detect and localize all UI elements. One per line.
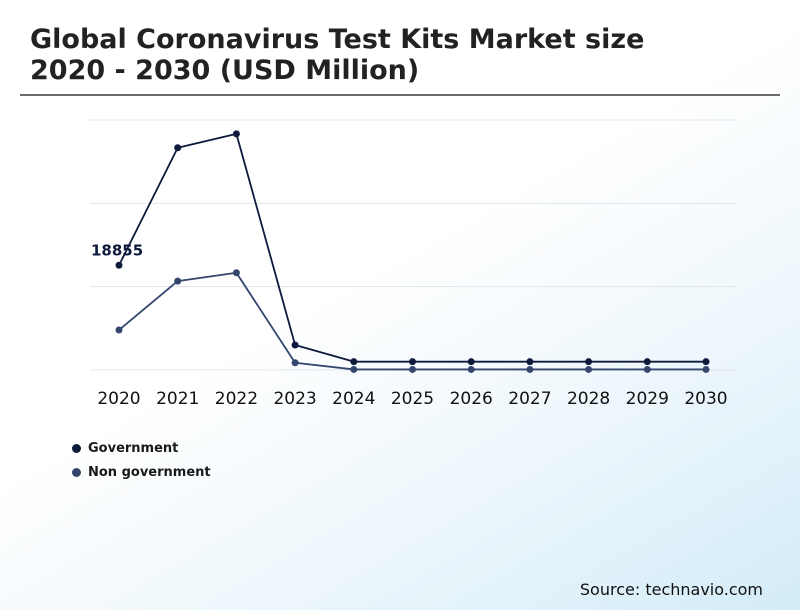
legend-swatch <box>72 467 81 477</box>
chart-title: Global Coronavirus Test Kits Market size… <box>30 24 644 86</box>
x-tick-label: 2020 <box>97 389 140 409</box>
x-tick-label: 2021 <box>156 389 199 409</box>
data-point <box>350 365 358 373</box>
legend-label: Government <box>88 440 179 456</box>
data-point <box>702 365 710 373</box>
x-tick-label: 2028 <box>567 389 610 409</box>
data-point <box>232 269 240 277</box>
x-tick-label: 2024 <box>332 389 375 409</box>
data-point <box>350 358 358 366</box>
data-point <box>115 261 123 269</box>
title-divider <box>20 94 780 96</box>
line-chart: 2020 2021 2022 2023 2024 2025 2026 2027 2028 2029… <box>90 119 736 409</box>
legend-item: Government <box>72 436 211 460</box>
data-point <box>467 358 475 366</box>
data-point <box>643 365 651 373</box>
data-label: 18855 <box>91 241 143 259</box>
legend-label: Non government <box>88 464 211 480</box>
chart-title-line-2: 2020 - 2030 (USD Million) <box>30 55 420 86</box>
series-line <box>118 132 706 363</box>
chart-title-line-1: Global Coronavirus Test Kits Market size <box>30 24 645 55</box>
x-tick-label: 2025 <box>391 389 434 409</box>
data-point <box>526 358 534 366</box>
data-point <box>291 359 299 367</box>
data-point <box>526 365 534 373</box>
x-tick-label: 2027 <box>508 389 551 409</box>
data-point <box>409 365 416 373</box>
x-tick-label: 2029 <box>626 389 669 409</box>
x-tick-label: 2026 <box>450 389 493 409</box>
data-point <box>174 144 182 152</box>
data-point <box>585 365 593 373</box>
data-point <box>232 130 240 138</box>
series-line <box>118 271 706 371</box>
data-point <box>467 365 475 373</box>
data-point <box>409 358 416 366</box>
x-tick-label: 2023 <box>273 389 316 409</box>
chart-legend: Government Non government <box>72 436 211 484</box>
data-point <box>291 341 299 349</box>
data-point <box>174 277 182 285</box>
legend-item: Non government <box>72 460 211 484</box>
data-point <box>702 358 710 366</box>
data-point <box>115 326 123 334</box>
legend-swatch <box>72 443 81 453</box>
data-point <box>585 358 593 366</box>
x-tick-label: 2022 <box>215 389 258 409</box>
data-point <box>643 358 651 366</box>
source-note: Source: technavio.com <box>579 580 763 599</box>
x-tick-label: 2030 <box>684 389 727 409</box>
